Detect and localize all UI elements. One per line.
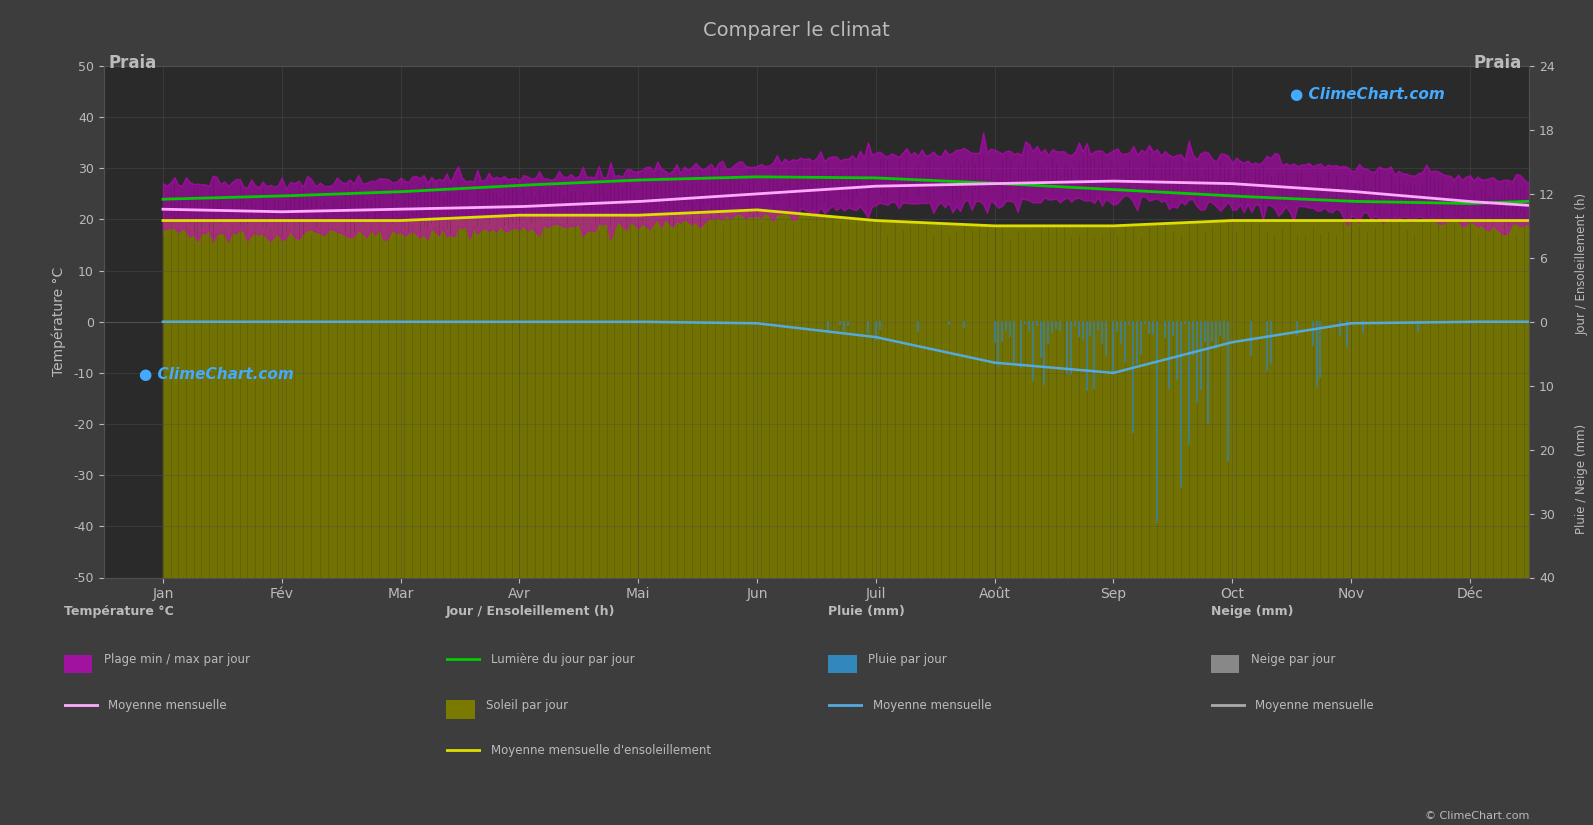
Text: Jour / Ensoleillement (h): Jour / Ensoleillement (h) (1575, 193, 1588, 335)
Text: Température °C: Température °C (64, 605, 174, 618)
Text: Neige (mm): Neige (mm) (1211, 605, 1294, 618)
Text: ● ClimeChart.com: ● ClimeChart.com (1290, 87, 1445, 101)
Text: Pluie (mm): Pluie (mm) (828, 605, 905, 618)
Text: Moyenne mensuelle: Moyenne mensuelle (873, 699, 991, 712)
Text: Moyenne mensuelle d'ensoleillement: Moyenne mensuelle d'ensoleillement (491, 744, 710, 757)
Text: Pluie / Neige (mm): Pluie / Neige (mm) (1575, 423, 1588, 534)
Text: ● ClimeChart.com: ● ClimeChart.com (139, 367, 293, 382)
Text: Jour / Ensoleillement (h): Jour / Ensoleillement (h) (446, 605, 615, 618)
Text: Soleil par jour: Soleil par jour (486, 699, 569, 712)
Text: Praia: Praia (1474, 54, 1521, 72)
Y-axis label: Température °C: Température °C (53, 267, 67, 376)
Text: Moyenne mensuelle: Moyenne mensuelle (1255, 699, 1373, 712)
Text: Plage min / max par jour: Plage min / max par jour (104, 653, 250, 667)
Text: Comparer le climat: Comparer le climat (703, 21, 890, 40)
Text: © ClimeChart.com: © ClimeChart.com (1424, 811, 1529, 821)
Text: Pluie par jour: Pluie par jour (868, 653, 946, 667)
Text: Moyenne mensuelle: Moyenne mensuelle (108, 699, 226, 712)
Text: Lumière du jour par jour: Lumière du jour par jour (491, 653, 634, 667)
Text: Praia: Praia (108, 54, 156, 72)
Text: Neige par jour: Neige par jour (1251, 653, 1335, 667)
